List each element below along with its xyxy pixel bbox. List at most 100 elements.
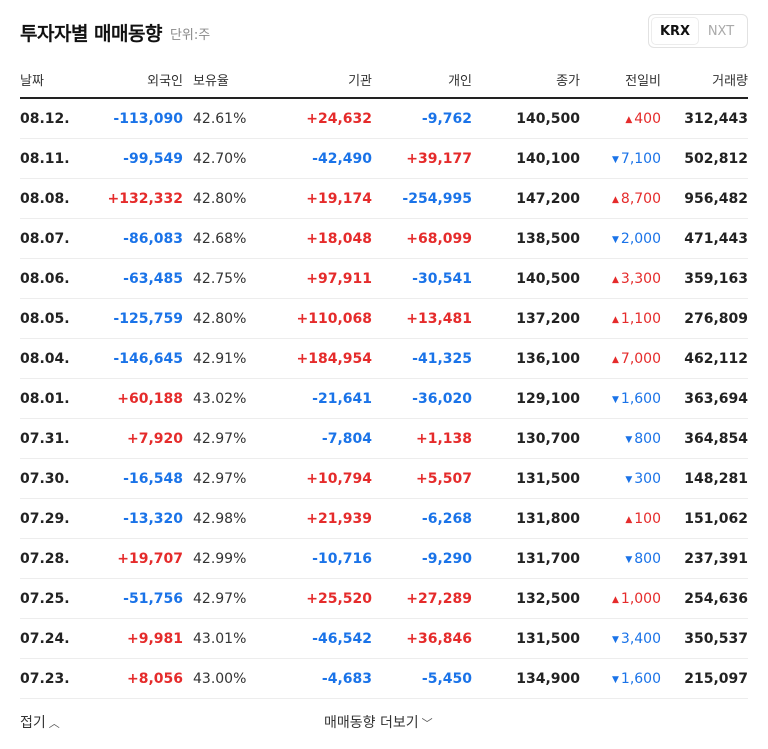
cell-change: ▼ 1,600 xyxy=(580,658,661,699)
cell-change: ▼ 800 xyxy=(580,538,661,579)
cell-date: 07.25. xyxy=(20,578,84,619)
cell-close: 132,500 xyxy=(472,578,580,619)
cell-institution: +97,911 xyxy=(273,258,372,299)
cell-change: ▲ 8,700 xyxy=(580,178,661,219)
fold-button[interactable]: 접기 ︿ xyxy=(20,712,60,732)
more-trading-button[interactable]: 매매동향 더보기 ﹀ xyxy=(324,712,433,732)
cell-individual: +36,846 xyxy=(372,618,472,659)
cell-change: ▲ 3,300 xyxy=(580,258,661,299)
cell-change: ▲ 7,000 xyxy=(580,338,661,379)
cell-volume: 359,163 xyxy=(661,258,748,299)
triangle-down-icon: ▼ xyxy=(611,674,619,685)
change-value: 3,400 xyxy=(620,630,661,647)
cell-ratio: 42.68% xyxy=(183,218,273,259)
fold-label: 접기 xyxy=(20,715,46,731)
chevron-up-icon: ︿ xyxy=(48,717,60,730)
cell-ratio: 43.01% xyxy=(183,618,273,659)
table-row: 08.07. -86,083 42.68% +18,048 +68,099 138,500… xyxy=(20,218,748,259)
cell-volume: 364,854 xyxy=(661,418,748,459)
triangle-up-icon: ▲ xyxy=(625,514,633,525)
triangle-up-icon: ▲ xyxy=(611,194,619,205)
cell-institution: +24,632 xyxy=(273,98,372,139)
cell-date: 07.24. xyxy=(20,618,84,659)
change-value: 300 xyxy=(634,470,661,487)
cell-foreign: -51,756 xyxy=(84,578,183,619)
cell-volume: 956,482 xyxy=(661,178,748,219)
cell-foreign: -99,549 xyxy=(84,138,183,179)
cell-institution: +18,048 xyxy=(273,218,372,259)
table-row: 08.04. -146,645 42.91% +184,954 -41,325 136,1… xyxy=(20,338,748,379)
change-value: 1,100 xyxy=(620,310,661,327)
triangle-down-icon: ▼ xyxy=(611,394,619,405)
cell-individual: -41,325 xyxy=(372,338,472,379)
cell-volume: 502,812 xyxy=(661,138,748,179)
table-row: 08.06. -63,485 42.75% +97,911 -30,541 140,500… xyxy=(20,258,748,299)
cell-individual: -254,995 xyxy=(372,178,472,219)
cell-individual: +13,481 xyxy=(372,298,472,339)
cell-individual: -9,290 xyxy=(372,538,472,579)
cell-institution: -46,542 xyxy=(273,618,372,659)
cell-date: 08.11. xyxy=(20,138,84,179)
triangle-up-icon: ▲ xyxy=(611,274,619,285)
col-header-foreign: 외국인 xyxy=(84,62,183,99)
cell-institution: +19,174 xyxy=(273,178,372,219)
cell-foreign: +7,920 xyxy=(84,418,183,459)
cell-individual: +27,289 xyxy=(372,578,472,619)
cell-institution: +21,939 xyxy=(273,498,372,539)
cell-individual: -5,450 xyxy=(372,658,472,699)
cell-ratio: 42.97% xyxy=(183,458,273,499)
cell-date: 07.31. xyxy=(20,418,84,459)
table-row: 07.28. +19,707 42.99% -10,716 -9,290 131,700 ▼… xyxy=(20,538,748,579)
change-value: 7,100 xyxy=(620,150,661,167)
triangle-down-icon: ▼ xyxy=(625,434,633,445)
cell-individual: -36,020 xyxy=(372,378,472,419)
cell-date: 07.23. xyxy=(20,658,84,699)
change-value: 100 xyxy=(634,510,661,527)
cell-volume: 151,062 xyxy=(661,498,748,539)
change-value: 1,600 xyxy=(620,670,661,687)
more-trading-label: 매매동향 더보기 xyxy=(324,715,419,731)
cell-close: 131,800 xyxy=(472,498,580,539)
cell-ratio: 43.00% xyxy=(183,658,273,699)
cell-date: 08.07. xyxy=(20,218,84,259)
cell-institution: +10,794 xyxy=(273,458,372,499)
cell-individual: -30,541 xyxy=(372,258,472,299)
cell-date: 08.06. xyxy=(20,258,84,299)
cell-volume: 471,443 xyxy=(661,218,748,259)
cell-volume: 350,537 xyxy=(661,618,748,659)
change-value: 1,600 xyxy=(620,390,661,407)
cell-date: 07.28. xyxy=(20,538,84,579)
triangle-up-icon: ▲ xyxy=(611,354,619,365)
cell-ratio: 42.98% xyxy=(183,498,273,539)
cell-close: 131,500 xyxy=(472,458,580,499)
cell-ratio: 42.97% xyxy=(183,418,273,459)
cell-ratio: 42.61% xyxy=(183,98,273,139)
cell-close: 140,500 xyxy=(472,258,580,299)
cell-foreign: -16,548 xyxy=(84,458,183,499)
cell-ratio: 42.97% xyxy=(183,578,273,619)
cell-institution: +184,954 xyxy=(273,338,372,379)
triangle-down-icon: ▼ xyxy=(611,154,619,165)
cell-volume: 462,112 xyxy=(661,338,748,379)
cell-change: ▲ 1,000 xyxy=(580,578,661,619)
triangle-down-icon: ▼ xyxy=(611,634,619,645)
table-row: 08.05. -125,759 42.80% +110,068 +13,481 137,2… xyxy=(20,298,748,339)
cell-individual: +68,099 xyxy=(372,218,472,259)
cell-ratio: 42.91% xyxy=(183,338,273,379)
cell-date: 07.29. xyxy=(20,498,84,539)
col-header-change: 전일비 xyxy=(580,62,661,99)
cell-institution: -42,490 xyxy=(273,138,372,179)
cell-change: ▼ 1,600 xyxy=(580,378,661,419)
krx-tab[interactable]: KRX xyxy=(652,18,698,44)
triangle-down-icon: ▼ xyxy=(611,234,619,245)
cell-date: 08.12. xyxy=(20,98,84,139)
table-row: 08.11. -99,549 42.70% -42,490 +39,177 140,100… xyxy=(20,138,748,179)
cell-individual: +39,177 xyxy=(372,138,472,179)
table-row: 07.30. -16,548 42.97% +10,794 +5,507 131,500 ▼… xyxy=(20,458,748,499)
col-header-ratio: 보유율 xyxy=(183,62,273,99)
nxt-tab[interactable]: NXT xyxy=(707,23,735,39)
cell-individual: +1,138 xyxy=(372,418,472,459)
col-header-date: 날짜 xyxy=(20,62,84,99)
cell-change: ▲ 100 xyxy=(580,498,661,539)
cell-close: 136,100 xyxy=(472,338,580,379)
